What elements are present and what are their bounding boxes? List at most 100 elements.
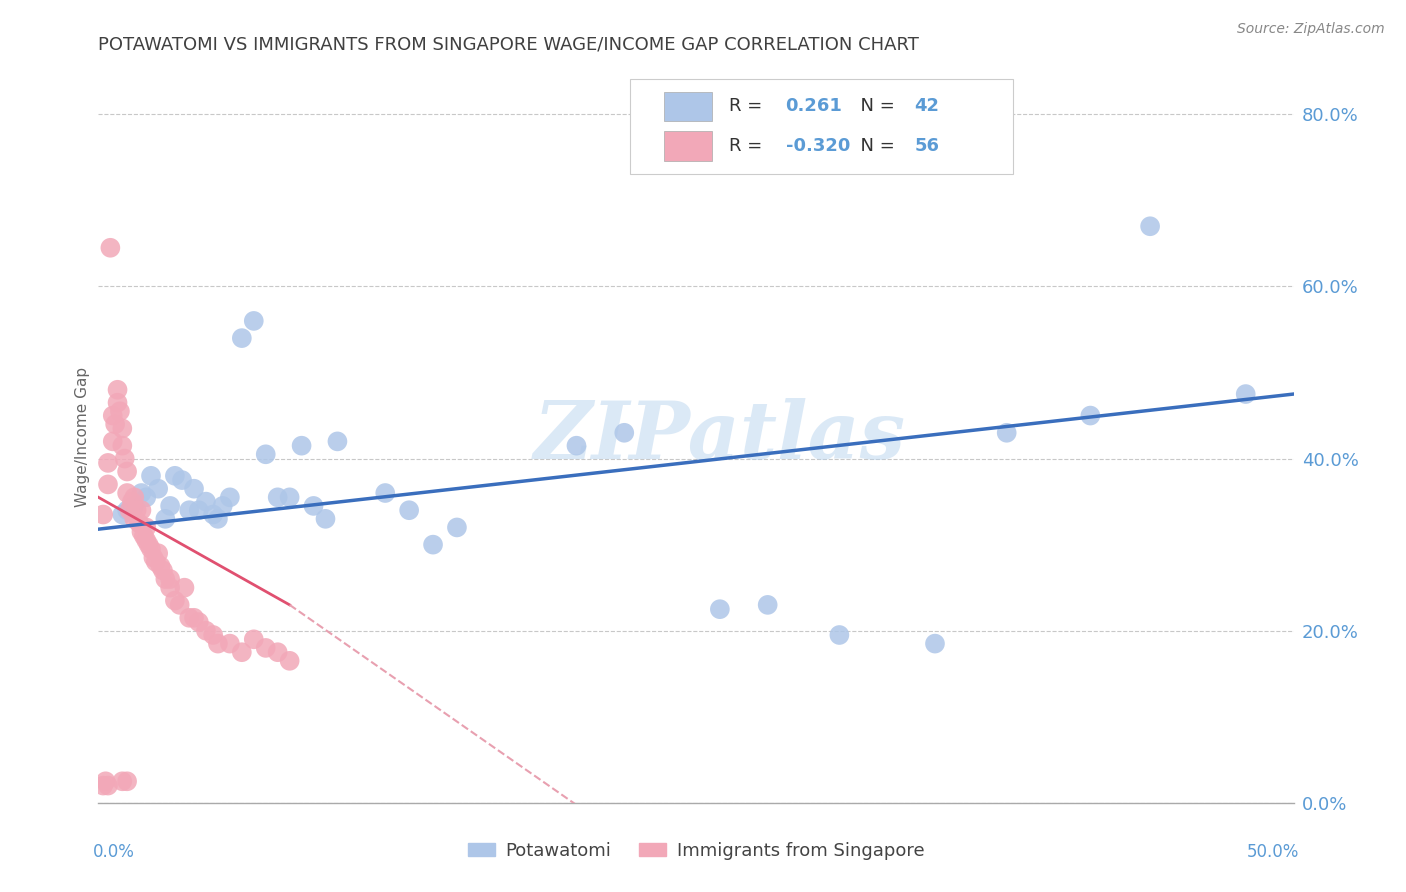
Point	[159, 572, 181, 586]
Point	[254, 640, 277, 655]
Text: R =: R =	[730, 137, 769, 155]
Point	[118, 503, 141, 517]
Point	[104, 417, 127, 432]
Point	[315, 512, 337, 526]
Point	[91, 508, 114, 522]
Point	[125, 503, 148, 517]
Point	[302, 499, 325, 513]
Point	[111, 774, 134, 789]
Point	[278, 654, 301, 668]
Point	[207, 512, 229, 526]
Point	[187, 615, 209, 629]
Point	[219, 637, 242, 651]
Point	[446, 520, 468, 534]
Point	[94, 774, 117, 789]
Point	[149, 559, 172, 574]
Point	[422, 538, 444, 552]
Text: ZIPatlas: ZIPatlas	[534, 399, 905, 475]
Point	[97, 779, 120, 793]
Point	[101, 409, 124, 423]
Point	[398, 503, 420, 517]
Point	[231, 645, 253, 659]
Point	[97, 477, 120, 491]
Point	[159, 499, 181, 513]
Point	[135, 533, 157, 548]
Point	[155, 572, 177, 586]
Point	[243, 632, 266, 647]
Point	[179, 503, 201, 517]
Point	[828, 628, 851, 642]
Bar	[664, 92, 711, 121]
Point	[115, 774, 138, 789]
Point	[111, 439, 134, 453]
Point	[114, 451, 136, 466]
Point	[231, 331, 253, 345]
Point	[111, 421, 134, 435]
Point	[131, 486, 153, 500]
Point	[124, 512, 146, 526]
Point	[121, 494, 143, 508]
Point	[131, 524, 153, 539]
Point	[152, 564, 174, 578]
Point	[135, 520, 157, 534]
Point	[148, 482, 170, 496]
Point	[142, 550, 165, 565]
Point	[194, 624, 218, 638]
Point	[111, 508, 134, 522]
Text: 0.0%: 0.0%	[93, 843, 135, 861]
Point	[139, 541, 162, 556]
Point	[219, 491, 242, 505]
Point	[183, 611, 205, 625]
Point	[1139, 219, 1161, 234]
Point	[924, 637, 946, 651]
Point	[108, 404, 131, 418]
Point	[132, 529, 155, 543]
Y-axis label: Wage/Income Gap: Wage/Income Gap	[75, 367, 90, 508]
Point	[254, 447, 277, 461]
Point	[243, 314, 266, 328]
Point	[139, 468, 162, 483]
Point	[173, 581, 195, 595]
Point	[163, 468, 186, 483]
Point	[91, 779, 114, 793]
Point	[148, 546, 170, 560]
Point	[115, 465, 138, 479]
Point	[163, 593, 186, 607]
Point	[267, 645, 290, 659]
Text: R =: R =	[730, 97, 769, 115]
Point	[124, 491, 146, 505]
Point	[202, 508, 225, 522]
Point	[565, 439, 588, 453]
Text: 0.261: 0.261	[786, 97, 842, 115]
Point	[211, 499, 233, 513]
Text: POTAWATOMI VS IMMIGRANTS FROM SINGAPORE WAGE/INCOME GAP CORRELATION CHART: POTAWATOMI VS IMMIGRANTS FROM SINGAPORE …	[98, 36, 920, 54]
Point	[278, 491, 301, 505]
Bar	[664, 131, 711, 161]
Point	[159, 581, 181, 595]
FancyBboxPatch shape	[630, 78, 1012, 174]
Point	[1080, 409, 1102, 423]
Point	[169, 598, 191, 612]
Point	[613, 425, 636, 440]
Point	[291, 439, 314, 453]
Point	[97, 456, 120, 470]
Point	[1234, 387, 1257, 401]
Text: Source: ZipAtlas.com: Source: ZipAtlas.com	[1237, 22, 1385, 37]
Point	[187, 503, 209, 517]
Point	[101, 434, 124, 449]
Text: 42: 42	[915, 97, 939, 115]
Point	[138, 538, 160, 552]
Point	[267, 491, 290, 505]
Point	[709, 602, 731, 616]
Text: 56: 56	[915, 137, 939, 155]
Legend: Potawatomi, Immigrants from Singapore: Potawatomi, Immigrants from Singapore	[461, 835, 931, 867]
Point	[202, 628, 225, 642]
Point	[756, 598, 779, 612]
Point	[115, 503, 138, 517]
Text: -0.320: -0.320	[786, 137, 851, 155]
Point	[172, 473, 194, 487]
Point	[374, 486, 396, 500]
Point	[183, 482, 205, 496]
Point	[98, 241, 122, 255]
Point	[145, 555, 167, 569]
